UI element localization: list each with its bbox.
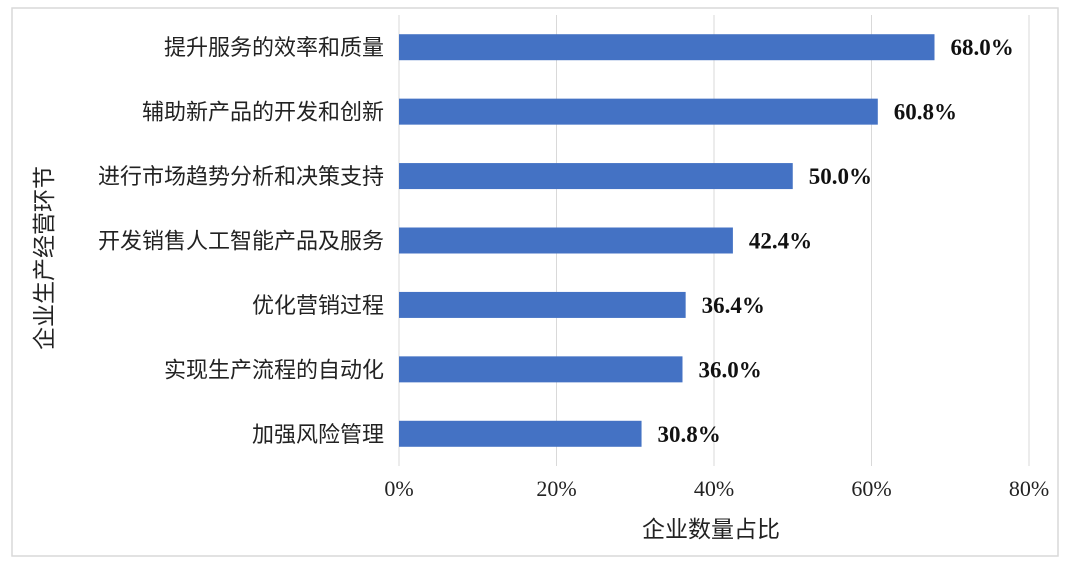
category-label: 加强风险管理: [252, 423, 384, 448]
bar: [399, 356, 683, 383]
bars: [399, 34, 935, 447]
x-axis-title: 企业数量占比: [642, 517, 780, 543]
category-label: 辅助新产品的开发和创新: [142, 101, 384, 126]
bar: [399, 420, 642, 447]
bar: [399, 163, 793, 190]
x-tick-label: 20%: [536, 476, 576, 501]
value-label: 42.4%: [749, 229, 812, 254]
bar: [399, 98, 878, 125]
x-tick-labels: 0% 20% 40% 60% 80%: [384, 476, 1049, 501]
chart-border: [11, 7, 1059, 557]
x-tick-label: 80%: [1009, 476, 1049, 501]
value-label: 36.4%: [702, 293, 765, 318]
category-label: 提升服务的效率和质量: [164, 36, 384, 61]
x-tick-label: 40%: [694, 476, 734, 501]
bar: [399, 34, 935, 61]
category-label: 优化营销过程: [252, 294, 384, 319]
category-label: 实现生产流程的自动化: [164, 358, 384, 383]
category-label: 开发销售人工智能产品及服务: [98, 230, 384, 255]
value-label: 50.0%: [809, 164, 872, 189]
value-label: 30.8%: [658, 422, 721, 447]
value-label: 68.0%: [951, 35, 1014, 60]
category-label: 进行市场趋势分析和决策支持: [98, 165, 384, 190]
value-labels: 68.0% 60.8% 50.0% 42.4% 36.4% 36.0% 30.8%: [658, 35, 1014, 447]
bar: [399, 291, 686, 318]
value-label: 60.8%: [894, 100, 957, 125]
category-labels: 提升服务的效率和质量辅助新产品的开发和创新进行市场趋势分析和决策支持开发销售人工…: [98, 36, 384, 448]
x-tick-label: 60%: [851, 476, 891, 501]
x-tick-label: 0%: [384, 476, 413, 501]
bar: [399, 227, 733, 254]
value-label: 36.0%: [699, 357, 762, 382]
y-axis-title: 企业生产经营环节: [32, 166, 58, 350]
